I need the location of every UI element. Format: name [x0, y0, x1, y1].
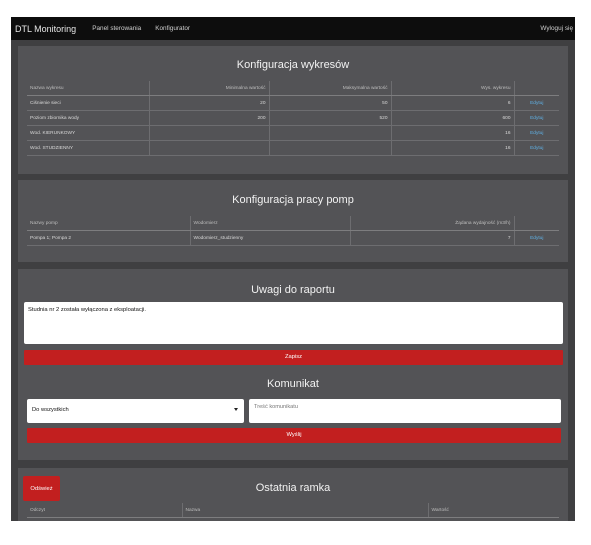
message-input[interactable]: Treść komunikatu: [249, 399, 561, 423]
report-title: Uwagi do raportu: [251, 284, 335, 296]
recipient-select[interactable]: Do wszystkich: [27, 399, 244, 423]
chart-height-cell: 6: [390, 95, 514, 111]
edit-link[interactable]: Edytuj: [513, 110, 559, 126]
table-header-row: Odczyt Nazwa Wartość: [27, 503, 559, 518]
chart-min-cell: 200: [148, 110, 269, 126]
column-header: Nazwy pomp: [27, 216, 190, 231]
report-notes-textarea[interactable]: Studnia nr 2 została wyłączona z eksploa…: [24, 302, 563, 344]
edit-link[interactable]: Edytuj: [513, 95, 559, 111]
table-row: Wod. KIERUNKOWY 16 Edytuj: [27, 125, 559, 141]
report-panel: Uwagi do raportu Studnia nr 2 została wy…: [18, 269, 568, 460]
column-header: Wodomierz: [189, 216, 350, 231]
column-header: Wartość: [427, 503, 559, 518]
flow-cell: 7: [349, 230, 514, 246]
column-header: Nazwa wykresu: [27, 81, 149, 96]
column-header: [513, 81, 559, 96]
pumps-config-title: Konfiguracja pracy pomp: [232, 194, 354, 206]
charts-config-table: Nazwa wykresu Minimalna wartość Maksymal…: [27, 81, 559, 156]
table-row: Ciśnienie sieci 20 50 6 Edytuj: [27, 95, 559, 111]
last-frame-table: Odczyt Nazwa Wartość: [27, 503, 559, 518]
send-button[interactable]: Wyślij: [27, 428, 561, 443]
column-header: [513, 216, 559, 231]
last-frame-panel: Odśwież Ostatnia ramka Odczyt Nazwa Wart…: [18, 468, 568, 521]
column-header: Nazwa: [181, 503, 428, 518]
refresh-button[interactable]: Odśwież: [23, 476, 60, 501]
chart-height-cell: 16: [390, 125, 514, 141]
charts-config-title: Konfiguracja wykresów: [236, 59, 350, 71]
table-row: Wod. STUDZIENNY 16 Edytuj: [27, 140, 559, 156]
brand-logo-text[interactable]: DTL Monitoring: [15, 23, 77, 34]
edit-link[interactable]: Edytuj: [513, 230, 559, 246]
chart-name-cell: Ciśnienie sieci: [27, 95, 149, 111]
edit-link[interactable]: Edytuj: [513, 125, 559, 141]
chart-max-cell: [268, 125, 391, 141]
table-header-row: Nazwy pomp Wodomierz Żądana wydajność (m…: [27, 216, 559, 231]
pump-names-cell: Pompa 1; Pompa 2: [27, 230, 190, 246]
column-header: Żądana wydajność (m3/h): [349, 216, 514, 231]
chart-name-cell: Wod. KIERUNKOWY: [27, 125, 149, 141]
column-header: Wys. wykresu: [390, 81, 514, 96]
table-header-row: Nazwa wykresu Minimalna wartość Maksymal…: [27, 81, 559, 96]
last-frame-title: Ostatnia ramka: [255, 482, 331, 494]
chart-name-cell: Poziom zbiornika wody: [27, 110, 149, 126]
chart-min-cell: [148, 125, 269, 141]
save-button[interactable]: Zapisz: [24, 350, 563, 365]
top-navbar: DTL Monitoring Panel sterowania Konfigur…: [11, 17, 575, 40]
chart-height-cell: 16: [390, 140, 514, 156]
chart-max-cell: 50: [268, 95, 391, 111]
caret-down-icon: [234, 408, 238, 411]
pumps-config-panel: Konfiguracja pracy pomp Nazwy pomp Wodom…: [18, 180, 568, 262]
edit-link[interactable]: Edytuj: [513, 140, 559, 156]
nav-link-configurator[interactable]: Konfigurator: [155, 25, 191, 32]
column-header: Maksymalna wartość: [268, 81, 391, 96]
message-title: Komunikat: [267, 378, 319, 390]
logout-link[interactable]: Wyloguj się: [540, 25, 573, 32]
app-window: DTL Monitoring Panel sterowania Konfigur…: [11, 17, 575, 521]
charts-config-panel: Konfiguracja wykresów Nazwa wykresu Mini…: [18, 46, 568, 174]
chart-name-cell: Wod. STUDZIENNY: [27, 140, 149, 156]
table-row: Pompa 1; Pompa 2 Wodomierz_studzienny 7 …: [27, 230, 559, 246]
pumps-config-table: Nazwy pomp Wodomierz Żądana wydajność (m…: [27, 216, 559, 246]
chart-min-cell: 20: [148, 95, 269, 111]
nav-link-panel[interactable]: Panel sterowania: [92, 25, 142, 32]
chart-max-cell: [268, 140, 391, 156]
column-header: Odczyt: [27, 503, 182, 518]
recipient-select-value: Do wszystkich: [32, 407, 69, 413]
chart-min-cell: [148, 140, 269, 156]
table-row: Poziom zbiornika wody 200 520 600 Edytuj: [27, 110, 559, 126]
chart-height-cell: 600: [390, 110, 514, 126]
column-header: Minimalna wartość: [148, 81, 269, 96]
chart-max-cell: 520: [268, 110, 391, 126]
water-meter-cell: Wodomierz_studzienny: [189, 230, 350, 246]
